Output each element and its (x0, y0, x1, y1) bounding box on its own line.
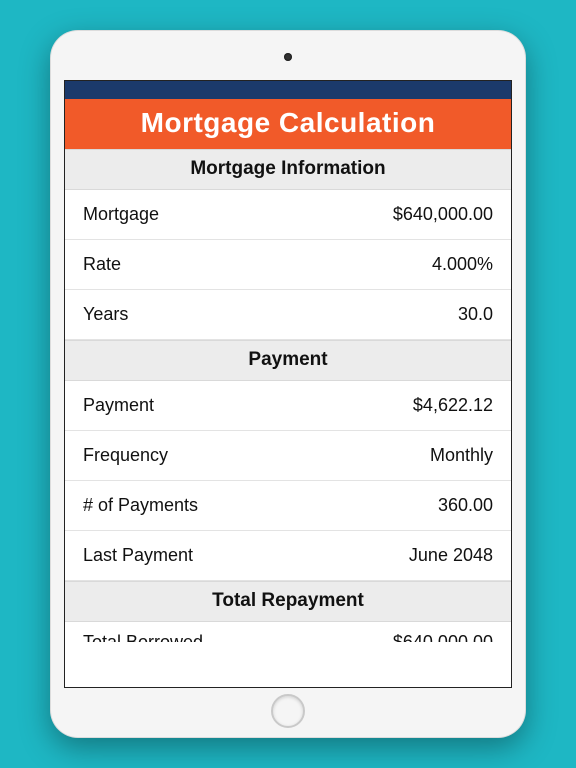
row-num-payments[interactable]: # of Payments 360.00 (65, 481, 511, 531)
value-payment: $4,622.12 (413, 395, 493, 416)
row-rate[interactable]: Rate 4.000% (65, 240, 511, 290)
row-years[interactable]: Years 30.0 (65, 290, 511, 340)
camera-icon (284, 53, 292, 61)
label-last-payment: Last Payment (83, 545, 193, 566)
label-rate: Rate (83, 254, 121, 275)
row-last-payment[interactable]: Last Payment June 2048 (65, 531, 511, 581)
value-mortgage: $640,000.00 (393, 204, 493, 225)
home-button[interactable] (271, 694, 305, 728)
row-frequency[interactable]: Frequency Monthly (65, 431, 511, 481)
row-total-borrowed[interactable]: Total Borrowed $640,000.00 (65, 622, 511, 642)
status-bar (65, 81, 511, 99)
tablet-frame: Mortgage Calculation Mortgage Informatio… (50, 30, 526, 738)
app-screen: Mortgage Calculation Mortgage Informatio… (64, 80, 512, 688)
label-years: Years (83, 304, 128, 325)
value-rate: 4.000% (432, 254, 493, 275)
label-payment: Payment (83, 395, 154, 416)
label-frequency: Frequency (83, 445, 168, 466)
label-mortgage: Mortgage (83, 204, 159, 225)
value-num-payments: 360.00 (438, 495, 493, 516)
value-years: 30.0 (458, 304, 493, 325)
row-mortgage[interactable]: Mortgage $640,000.00 (65, 190, 511, 240)
section-mortgage-info-header: Mortgage Information (65, 149, 511, 190)
label-num-payments: # of Payments (83, 495, 198, 516)
value-frequency: Monthly (430, 445, 493, 466)
section-payment-header: Payment (65, 340, 511, 381)
value-last-payment: June 2048 (409, 545, 493, 566)
label-total-borrowed: Total Borrowed (83, 632, 203, 642)
value-total-borrowed: $640,000.00 (393, 632, 493, 642)
section-total-repayment-header: Total Repayment (65, 581, 511, 622)
row-payment[interactable]: Payment $4,622.12 (65, 381, 511, 431)
page-title: Mortgage Calculation (65, 99, 511, 149)
